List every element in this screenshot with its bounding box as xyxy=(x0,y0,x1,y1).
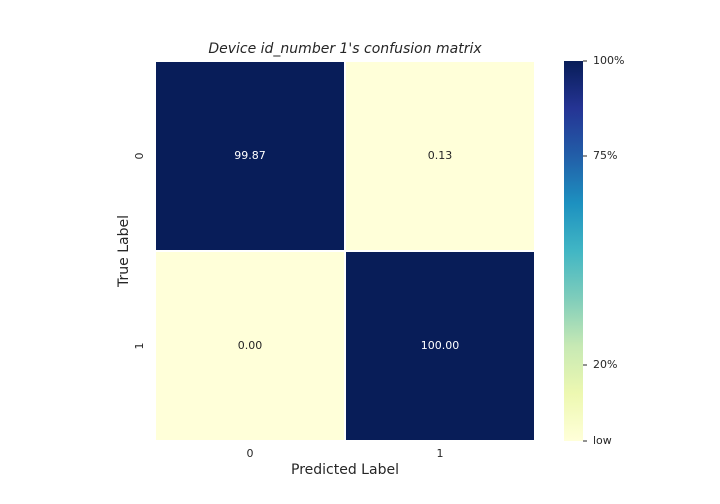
colorbar xyxy=(564,61,583,441)
x-axis-label: Predicted Label xyxy=(291,462,399,478)
colorbar-tick-label: 75% xyxy=(593,149,617,162)
cell-label: 99.87 xyxy=(234,149,266,162)
cell xyxy=(344,250,536,442)
cell-label: 0.00 xyxy=(238,339,263,352)
colorbar-tick-label: low xyxy=(593,434,612,447)
cell-label: 0.13 xyxy=(428,149,453,162)
y-axis-label: True Label xyxy=(116,215,132,288)
chart-title: Device id_number 1's confusion matrix xyxy=(208,41,482,57)
cell xyxy=(344,60,536,252)
cell xyxy=(154,60,346,252)
y-tick-label: 1 xyxy=(133,343,146,350)
y-tick-label: 0 xyxy=(133,153,146,160)
colorbar-tick-label: 20% xyxy=(593,358,617,371)
x-tick-label: 1 xyxy=(437,447,444,460)
cell xyxy=(154,250,346,442)
cell-label: 100.00 xyxy=(421,339,460,352)
colorbar-tick-label: 100% xyxy=(593,54,624,67)
x-tick-label: 0 xyxy=(247,447,254,460)
